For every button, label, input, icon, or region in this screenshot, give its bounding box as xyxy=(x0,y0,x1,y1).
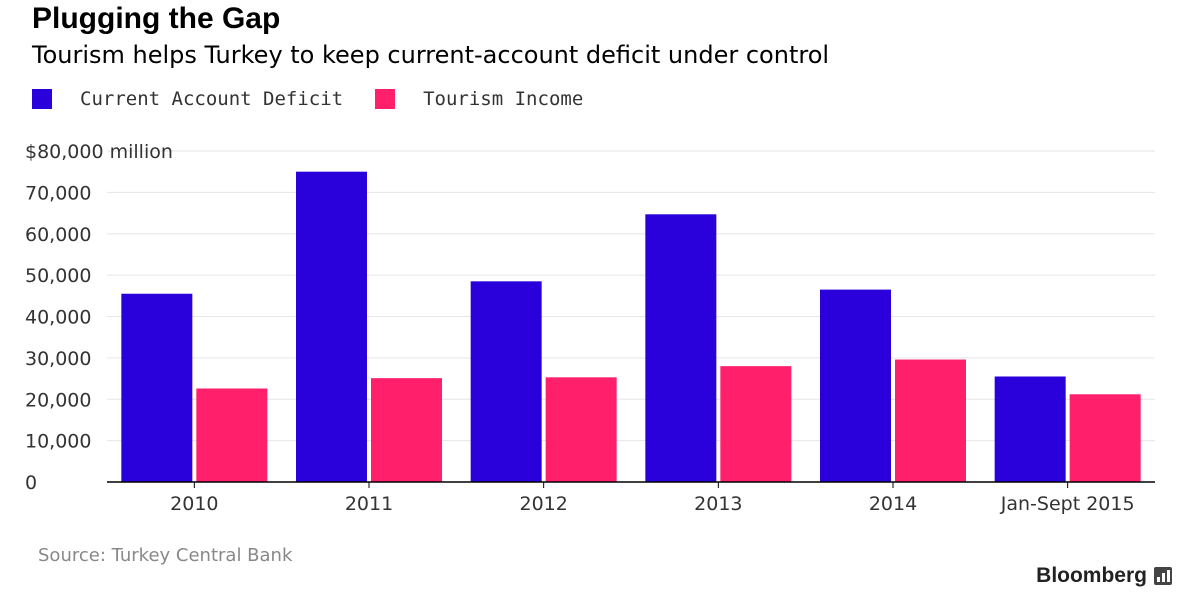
legend-label-tourism: Tourism Income xyxy=(423,88,584,110)
brand-logo: Bloomberg xyxy=(1036,564,1172,588)
bar-tourism-income xyxy=(720,366,792,482)
y-tick-label: $80,000 million xyxy=(25,141,173,163)
x-tick-label: 2010 xyxy=(170,493,218,515)
bar-current-account-deficit xyxy=(121,293,193,482)
legend-swatch-tourism xyxy=(375,89,396,109)
legend-item-tourism: Tourism Income xyxy=(375,88,583,110)
x-tick-label: 2011 xyxy=(345,493,393,515)
brand-name: Bloomberg xyxy=(1036,564,1147,587)
source-note: Source: Turkey Central Bank xyxy=(38,545,293,566)
chart-subtitle: Tourism helps Turkey to keep current-acc… xyxy=(32,41,830,69)
x-tick-label: Jan-Sept 2015 xyxy=(1000,493,1135,515)
bloomberg-bars-icon xyxy=(1154,567,1172,585)
y-tick-label: 20,000 xyxy=(25,389,91,411)
legend: Current Account Deficit Tourism Income xyxy=(32,88,615,110)
chart-title: Plugging the Gap xyxy=(32,2,281,35)
bar-current-account-deficit xyxy=(994,376,1066,482)
x-tick-label: 2014 xyxy=(869,493,917,515)
legend-item-deficit: Current Account Deficit xyxy=(32,88,343,110)
y-tick-label: 70,000 xyxy=(25,182,91,204)
legend-swatch-deficit xyxy=(32,89,52,109)
x-tick-label: 2013 xyxy=(694,493,742,515)
bar-tourism-income xyxy=(545,377,617,482)
y-tick-label: 60,000 xyxy=(25,224,91,246)
bar-current-account-deficit xyxy=(470,281,542,482)
x-tick-label: 2012 xyxy=(519,493,567,515)
bar-current-account-deficit xyxy=(645,214,717,482)
y-tick-label: 50,000 xyxy=(25,265,91,287)
bar-tourism-income xyxy=(371,378,442,482)
y-tick-label: 40,000 xyxy=(25,307,91,329)
y-tick-label: 10,000 xyxy=(25,431,91,453)
y-tick-label: 30,000 xyxy=(25,348,91,370)
bar-tourism-income xyxy=(196,388,268,482)
bar-current-account-deficit xyxy=(820,289,891,482)
bar-tourism-income xyxy=(895,359,966,482)
bar-current-account-deficit xyxy=(296,171,367,482)
legend-label-deficit: Current Account Deficit xyxy=(80,88,344,110)
y-tick-label: 0 xyxy=(25,472,37,494)
bar-tourism-income xyxy=(1069,394,1141,482)
